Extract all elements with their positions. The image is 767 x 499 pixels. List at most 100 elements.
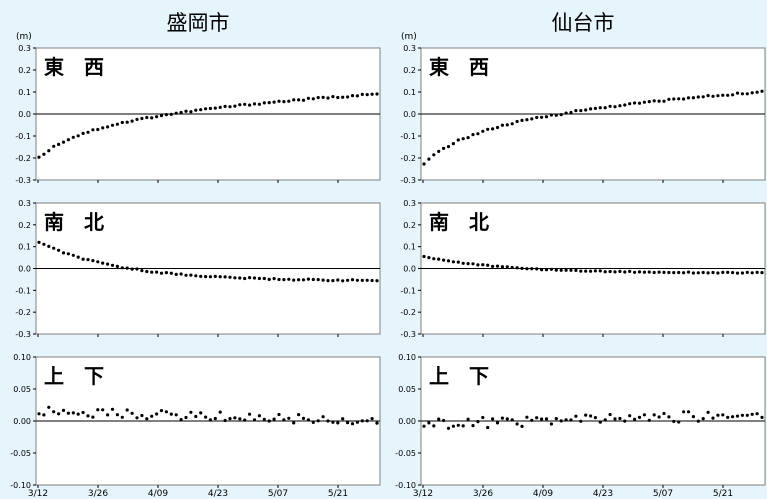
data-point — [292, 278, 296, 282]
data-point — [81, 257, 85, 261]
data-point — [52, 144, 56, 148]
data-point — [223, 418, 227, 423]
unit-label: (m) — [401, 32, 417, 42]
data-point — [169, 112, 173, 116]
data-point — [662, 270, 666, 274]
data-point — [466, 262, 470, 266]
data-point — [598, 420, 602, 424]
data-point — [608, 269, 612, 274]
data-point — [525, 267, 529, 271]
data-point — [37, 412, 41, 416]
data-point — [47, 405, 51, 409]
data-point — [618, 104, 622, 108]
data-point — [287, 277, 291, 281]
data-point — [204, 275, 208, 279]
data-point — [233, 104, 237, 108]
data-point — [91, 415, 95, 419]
data-point — [326, 96, 330, 100]
data-point — [150, 270, 154, 274]
data-point — [491, 417, 495, 421]
data-point — [603, 106, 607, 110]
data-point — [662, 99, 666, 103]
data-point — [613, 105, 617, 109]
data-point — [252, 276, 257, 280]
data-point — [287, 99, 291, 103]
data-point — [272, 100, 276, 104]
data-point — [750, 412, 754, 416]
data-point — [623, 270, 627, 274]
data-point — [589, 414, 593, 418]
data-point — [42, 152, 46, 156]
data-point — [593, 269, 598, 273]
data-point — [110, 123, 115, 127]
data-point — [267, 277, 271, 281]
data-point — [37, 155, 41, 159]
data-point — [326, 279, 330, 283]
data-point — [130, 411, 134, 415]
data-point — [115, 413, 119, 417]
data-point — [647, 100, 651, 104]
data-point — [341, 95, 345, 99]
data-point — [569, 268, 573, 272]
data-point — [52, 410, 56, 414]
data-point — [432, 257, 436, 261]
data-point — [135, 117, 139, 121]
data-point — [461, 424, 465, 428]
data-point — [726, 270, 730, 274]
data-point — [677, 270, 681, 275]
data-point — [491, 264, 495, 268]
data-point — [642, 100, 647, 104]
data-point — [637, 415, 642, 419]
data-point — [145, 269, 149, 274]
data-point — [326, 419, 330, 423]
data-point — [306, 277, 310, 281]
data-point — [637, 101, 642, 105]
data-point — [155, 270, 159, 274]
data-point — [110, 407, 115, 411]
data-point — [155, 115, 159, 119]
data-point — [61, 140, 66, 144]
x-tick-label: 3/26 — [88, 489, 108, 499]
y-tick-label: 0.00 — [13, 417, 31, 426]
data-point — [559, 268, 563, 272]
panel-label: 南 北 — [429, 210, 489, 234]
panel-2: 0.3 0.2 0.1 0.0 -0.1 -0.2 -0.3 南 北 — [400, 199, 766, 339]
data-point — [554, 113, 558, 117]
data-point — [277, 412, 281, 417]
panel-3: 0.10 0.05 0.00 -0.05 -0.10 上 下 — [395, 353, 766, 490]
data-point — [481, 263, 485, 267]
data-point — [603, 418, 607, 422]
data-point — [301, 278, 306, 282]
data-point — [559, 419, 563, 423]
data-point — [257, 102, 261, 106]
data-point — [691, 271, 696, 275]
data-point — [721, 93, 725, 97]
y-tick-label: -0.3 — [15, 176, 31, 185]
data-point — [346, 278, 350, 282]
data-point — [316, 278, 320, 282]
data-point — [442, 146, 446, 150]
data-point — [297, 278, 301, 282]
data-point — [471, 133, 475, 137]
data-point — [422, 254, 426, 259]
x-tick-label: 3/12 — [413, 489, 433, 499]
data-point — [598, 269, 602, 273]
data-point — [213, 106, 217, 110]
data-point — [579, 109, 583, 113]
data-point — [360, 419, 364, 423]
data-point — [549, 422, 554, 426]
panel-label: 南 北 — [44, 210, 104, 234]
y-tick-label: 0.1 — [18, 243, 31, 252]
data-point — [657, 270, 661, 274]
data-point — [740, 413, 745, 417]
data-point — [593, 106, 598, 110]
data-point — [42, 242, 46, 246]
data-point — [633, 101, 637, 105]
data-point — [164, 271, 168, 275]
data-point — [589, 107, 593, 111]
data-point — [745, 413, 749, 417]
data-point — [96, 408, 100, 412]
data-point — [164, 113, 168, 117]
data-point — [726, 415, 730, 419]
data-point — [442, 418, 446, 423]
